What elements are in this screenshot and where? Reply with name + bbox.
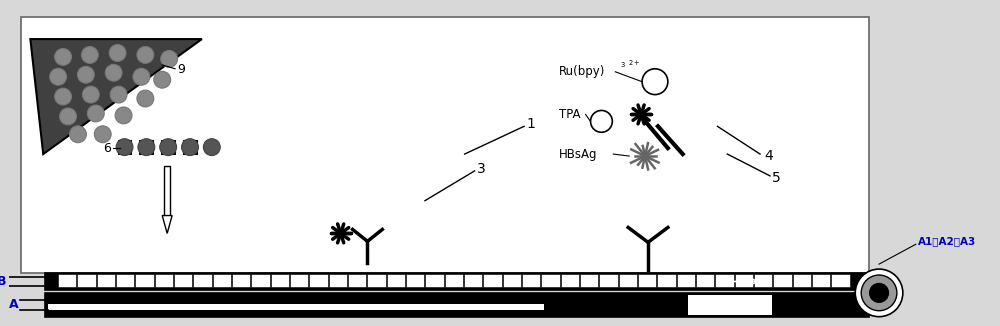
- Text: 4: 4: [764, 149, 773, 163]
- Bar: [174, 274, 192, 288]
- Polygon shape: [162, 215, 172, 233]
- Bar: [232, 274, 250, 288]
- Circle shape: [94, 126, 111, 143]
- Bar: [116, 274, 134, 288]
- Bar: [118, 140, 131, 154]
- Circle shape: [115, 107, 132, 124]
- Circle shape: [203, 139, 220, 156]
- Bar: [387, 274, 405, 288]
- Bar: [251, 274, 270, 288]
- Bar: [97, 274, 115, 288]
- Bar: [812, 274, 830, 288]
- Bar: [735, 274, 753, 288]
- Text: 9: 9: [177, 63, 185, 76]
- Bar: [329, 274, 347, 288]
- Bar: [782, 295, 866, 315]
- Bar: [483, 274, 502, 288]
- Bar: [793, 274, 811, 288]
- Circle shape: [870, 283, 889, 303]
- Bar: [290, 274, 308, 288]
- Bar: [522, 274, 540, 288]
- Bar: [58, 274, 76, 288]
- Bar: [48, 304, 544, 310]
- Bar: [21, 17, 869, 273]
- Bar: [580, 274, 598, 288]
- Circle shape: [81, 47, 98, 63]
- Bar: [503, 274, 521, 288]
- Bar: [599, 274, 618, 288]
- Bar: [77, 274, 96, 288]
- Polygon shape: [30, 39, 202, 154]
- Circle shape: [109, 45, 126, 61]
- Text: TPA: TPA: [559, 108, 580, 121]
- Circle shape: [642, 69, 668, 95]
- Bar: [139, 140, 153, 154]
- Circle shape: [154, 71, 171, 88]
- Circle shape: [861, 275, 897, 311]
- Bar: [541, 274, 560, 288]
- Bar: [559, 295, 678, 315]
- Circle shape: [55, 88, 71, 105]
- Bar: [688, 295, 772, 315]
- Text: A1、A2、A3: A1、A2、A3: [918, 236, 976, 246]
- Bar: [193, 274, 212, 288]
- Text: 3: 3: [477, 162, 485, 176]
- Circle shape: [855, 269, 903, 317]
- Bar: [657, 274, 676, 288]
- Circle shape: [110, 86, 127, 103]
- Text: Ru(bpy): Ru(bpy): [559, 65, 605, 78]
- Circle shape: [137, 47, 154, 63]
- Text: 6: 6: [103, 141, 111, 155]
- Circle shape: [116, 139, 133, 156]
- Circle shape: [87, 105, 104, 122]
- Bar: [367, 274, 386, 288]
- Circle shape: [55, 49, 71, 65]
- Text: B: B: [0, 275, 7, 288]
- Text: 5: 5: [772, 171, 781, 185]
- Bar: [831, 274, 850, 288]
- Bar: [696, 274, 714, 288]
- Bar: [155, 274, 173, 288]
- Circle shape: [60, 108, 76, 125]
- Circle shape: [77, 66, 94, 83]
- Circle shape: [182, 139, 198, 156]
- Bar: [445, 274, 463, 288]
- Text: 1: 1: [526, 117, 535, 131]
- Bar: [135, 274, 154, 288]
- Bar: [619, 274, 637, 288]
- Bar: [638, 274, 656, 288]
- Bar: [677, 274, 695, 288]
- Circle shape: [50, 68, 67, 85]
- Bar: [561, 274, 579, 288]
- Circle shape: [105, 64, 122, 81]
- Bar: [425, 274, 444, 288]
- Circle shape: [161, 51, 178, 67]
- Bar: [183, 140, 197, 154]
- Text: A: A: [9, 298, 18, 311]
- Bar: [161, 140, 175, 154]
- Circle shape: [82, 86, 99, 103]
- Circle shape: [137, 90, 154, 107]
- Text: HBsAg: HBsAg: [559, 148, 597, 161]
- Bar: [348, 274, 366, 288]
- Bar: [45, 293, 869, 317]
- Bar: [271, 274, 289, 288]
- Circle shape: [160, 139, 177, 156]
- Circle shape: [591, 111, 612, 132]
- Text: $^{2+}$: $^{2+}$: [628, 60, 641, 70]
- Bar: [406, 274, 424, 288]
- Bar: [309, 274, 328, 288]
- Circle shape: [138, 139, 155, 156]
- Text: $_{3}$: $_{3}$: [620, 60, 626, 70]
- Bar: [213, 274, 231, 288]
- Circle shape: [70, 126, 86, 143]
- Circle shape: [133, 68, 150, 85]
- Bar: [164, 166, 170, 215]
- Bar: [773, 274, 792, 288]
- Bar: [464, 274, 482, 288]
- Bar: [45, 273, 869, 290]
- Bar: [754, 274, 772, 288]
- Bar: [715, 274, 734, 288]
